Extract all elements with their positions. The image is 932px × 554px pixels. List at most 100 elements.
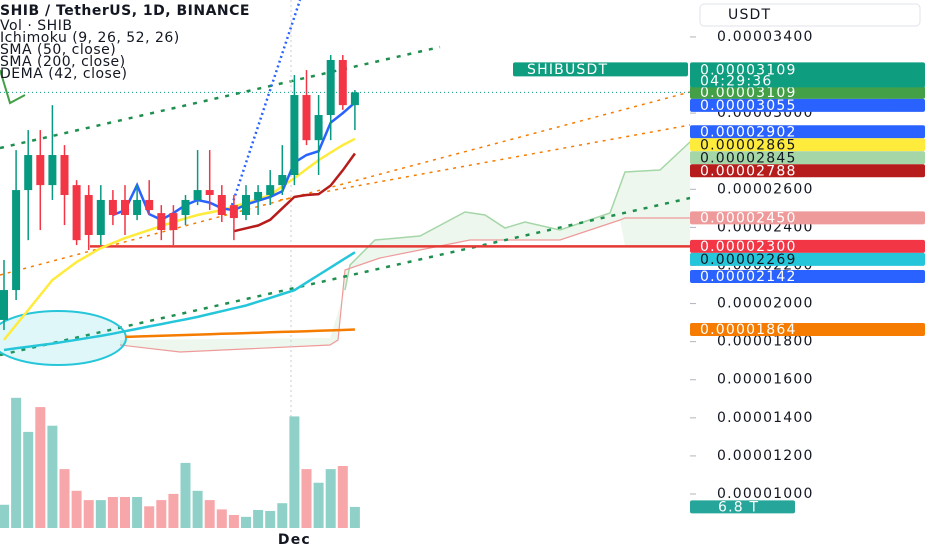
currency-button[interactable] <box>699 3 921 27</box>
price-tag <box>690 151 925 165</box>
legend: SHIB / TetherUS, 1D, BINANCE Vol · SHIBI… <box>0 3 250 82</box>
candle-body <box>314 115 323 141</box>
trend-line <box>0 45 441 150</box>
candle-body <box>48 155 57 186</box>
indicator-layer <box>0 91 690 352</box>
candle-layer <box>0 55 359 331</box>
price-tag <box>690 322 925 336</box>
volume-bar <box>47 425 58 528</box>
price-tag <box>690 270 925 284</box>
volume-bar <box>23 431 34 528</box>
indicator-name: DEMA (42, close) <box>0 66 127 82</box>
price-tag <box>690 125 925 139</box>
volume-bar <box>192 490 203 528</box>
price-tag-label: 0.00002845 <box>700 150 797 166</box>
price-tag-label: 0.00002450 <box>700 210 797 226</box>
volume-bar <box>337 466 348 528</box>
candle-body <box>266 185 275 196</box>
chart-title: SHIB / TetherUS, 1D, BINANCE <box>0 3 250 19</box>
last-price-label: 0.00003109 <box>700 62 797 78</box>
candle-body <box>302 95 311 141</box>
countdown: 04:29:36 <box>700 73 772 89</box>
volume-bar <box>228 514 239 528</box>
price-axis: USDT 0.000034000.000030000.000026000.000… <box>278 3 921 548</box>
volume-bar <box>156 500 167 528</box>
price-tag-label: 0.00003109 <box>700 85 797 101</box>
candle-body <box>145 199 154 211</box>
price-tag <box>690 98 925 112</box>
volume-bar <box>204 500 215 528</box>
y-tick-label: 0.00001600 <box>717 372 814 388</box>
price-tag-label: 0.00002788 <box>700 163 797 179</box>
price-tag <box>690 164 925 178</box>
price-tag <box>690 85 925 99</box>
highlight-ellipse <box>0 310 127 366</box>
candle-body <box>169 213 178 231</box>
candle-body <box>0 290 8 320</box>
candle-body <box>12 190 21 291</box>
volume-bar <box>168 493 179 528</box>
volume-bar <box>289 416 300 528</box>
last-price-tag <box>690 62 925 88</box>
price-tag-label: 0.00002300 <box>700 239 797 255</box>
trend-line <box>0 91 691 276</box>
volume-bar <box>313 482 324 528</box>
trend-line <box>279 124 691 201</box>
volume-bar <box>35 407 46 528</box>
candle-body <box>108 199 117 216</box>
price-tag-label: 0.00001864 <box>700 322 797 338</box>
currency[interactable]: USDT <box>728 7 771 23</box>
candle-body <box>36 155 45 186</box>
candle-body <box>229 205 238 219</box>
candle-body <box>290 95 299 176</box>
volume-bar <box>325 469 336 528</box>
volume-bar <box>71 490 82 528</box>
y-tick-label: 0.00002600 <box>717 181 814 197</box>
candle-body <box>205 190 214 196</box>
price-tag <box>690 239 925 253</box>
candle-body <box>60 155 69 196</box>
indicator-name: Ichimoku (9, 26, 52, 26) <box>0 30 180 46</box>
trend-line <box>230 0 302 206</box>
candle-body <box>96 199 105 236</box>
candle-body <box>338 59 347 106</box>
volume-tag <box>690 500 795 514</box>
ichimoku-span-b <box>119 217 690 353</box>
volume-bar <box>120 497 130 528</box>
indicator-name: SMA (200, close) <box>0 54 126 70</box>
indicator-name: SMA (50, close) <box>0 42 116 58</box>
price-tag-label: 0.00002902 <box>700 124 797 140</box>
volume-bar <box>265 510 276 528</box>
volume-bar <box>59 469 70 528</box>
lagging-span <box>0 69 26 105</box>
indicator-line <box>124 328 355 339</box>
price-tag <box>690 138 925 152</box>
x-tick-label: Dec <box>278 532 311 548</box>
volume-bar <box>11 397 22 528</box>
volume-bar <box>107 497 118 528</box>
volume-bar <box>241 516 251 528</box>
volume-bar <box>180 462 191 528</box>
volume-bar <box>253 510 264 528</box>
indicator-line <box>233 152 356 233</box>
price-tag <box>690 211 925 225</box>
price-tag-label: 0.00002865 <box>700 137 797 153</box>
volume-bar <box>277 503 288 528</box>
price-tags: 0.000031090.000030550.000029020.00002865… <box>513 62 925 515</box>
price-tag <box>690 252 925 266</box>
candle-body <box>181 199 190 216</box>
candle-body <box>157 213 166 231</box>
volume-layer <box>0 397 360 528</box>
y-tick-label: 0.00002000 <box>717 296 814 312</box>
volume-bar <box>132 497 143 528</box>
indicator-line <box>3 251 356 352</box>
ichimoku-span-a <box>344 141 691 291</box>
candle-body <box>193 190 202 200</box>
candle-body <box>278 175 287 186</box>
y-tick-label: 0.00001800 <box>717 334 814 350</box>
volume-bar <box>144 506 155 528</box>
candle-body <box>84 195 93 236</box>
volume-tag-label: 6.8 T <box>718 499 759 515</box>
trend-line <box>0 196 691 357</box>
